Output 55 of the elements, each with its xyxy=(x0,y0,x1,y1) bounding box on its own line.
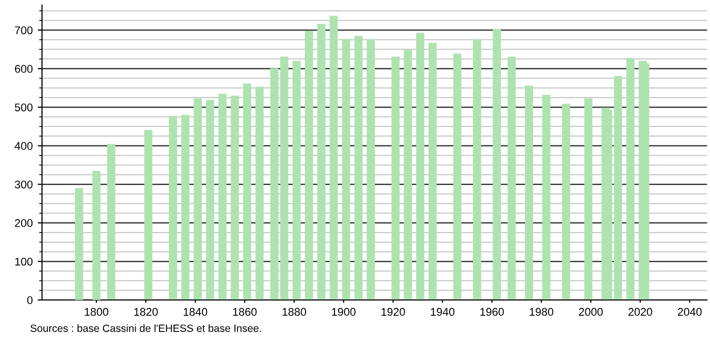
bar xyxy=(342,38,350,300)
x-tick-label: 1940 xyxy=(430,308,454,316)
bar xyxy=(243,84,252,300)
bar xyxy=(194,98,202,300)
x-tick-label: 1840 xyxy=(184,308,208,316)
bar xyxy=(218,94,227,300)
bar xyxy=(107,144,116,300)
bar xyxy=(230,96,239,300)
x-tick-label: 1920 xyxy=(382,308,405,316)
x-tick-label: 1800 xyxy=(84,308,108,316)
bar xyxy=(206,100,214,300)
bar xyxy=(317,24,326,300)
y-tick-label: 600 xyxy=(15,64,33,73)
bar xyxy=(391,56,400,300)
bar xyxy=(584,98,592,300)
bar xyxy=(492,28,501,300)
y-tick-label: 700 xyxy=(15,26,33,34)
y-tick-label: 100 xyxy=(15,258,33,266)
x-tick-label: 2000 xyxy=(579,308,603,316)
source-note: Sources : base Cassini de l'EHESS et base Insee. xyxy=(30,324,261,332)
bar xyxy=(473,39,482,300)
x-tick-label: 1820 xyxy=(134,308,158,316)
x-tick-label: 1960 xyxy=(480,308,504,316)
y-tick-label: 400 xyxy=(14,142,33,150)
bar xyxy=(626,58,634,300)
x-tick-label: 2040 xyxy=(678,308,702,316)
x-tick-label: 1880 xyxy=(282,308,306,316)
bar xyxy=(416,32,424,300)
bar xyxy=(542,94,550,300)
x-tick-label: 1980 xyxy=(530,308,554,316)
bar xyxy=(453,54,462,300)
bar xyxy=(404,50,412,300)
bar xyxy=(92,170,100,300)
bar xyxy=(181,114,190,300)
x-tick-label: 1900 xyxy=(332,308,356,316)
bar xyxy=(144,130,152,300)
y-tick-label: 500 xyxy=(14,103,33,112)
bar xyxy=(75,188,84,300)
bar xyxy=(614,76,622,300)
y-tick-label: 200 xyxy=(14,219,33,228)
y-tick-label: 0 xyxy=(27,296,33,304)
y-tick-label: 300 xyxy=(14,180,33,188)
bar xyxy=(304,30,314,300)
bar xyxy=(428,42,437,300)
bar xyxy=(292,60,301,300)
bar xyxy=(366,39,375,300)
bar xyxy=(562,104,570,300)
x-tick-label: 1860 xyxy=(233,308,257,316)
bar xyxy=(168,116,178,300)
x-tick-label: 2020 xyxy=(628,308,652,316)
bar xyxy=(524,86,534,300)
bar xyxy=(330,16,338,300)
bar xyxy=(354,36,363,300)
bar xyxy=(508,56,516,300)
bar xyxy=(255,86,264,300)
